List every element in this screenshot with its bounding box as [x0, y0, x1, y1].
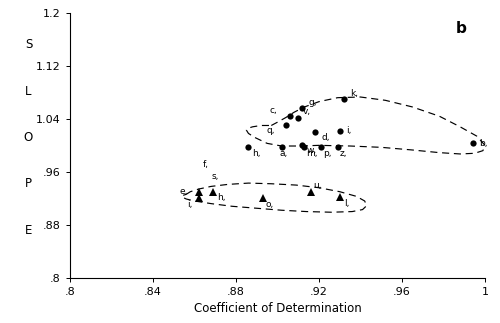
- Text: L: L: [25, 85, 32, 98]
- Text: q,: q,: [267, 126, 276, 135]
- Text: e,: e,: [180, 187, 188, 196]
- Text: h,: h,: [252, 149, 261, 158]
- Text: l,: l,: [344, 199, 350, 208]
- Text: z,: z,: [340, 149, 347, 158]
- Text: v,: v,: [302, 107, 310, 116]
- Text: S: S: [25, 38, 32, 51]
- Text: b: b: [456, 21, 467, 36]
- Text: a,: a,: [280, 149, 288, 158]
- Text: p,: p,: [323, 149, 332, 158]
- Text: b,: b,: [479, 139, 488, 148]
- Text: i,: i,: [346, 126, 352, 135]
- Text: O: O: [24, 131, 33, 144]
- Text: i,: i,: [187, 200, 192, 209]
- Text: u,: u,: [313, 181, 322, 190]
- Text: E: E: [25, 224, 32, 237]
- Text: m,: m,: [306, 149, 318, 158]
- Text: P: P: [25, 177, 32, 190]
- Text: c,: c,: [270, 106, 278, 115]
- Text: s,: s,: [211, 172, 218, 181]
- Text: g,: g,: [308, 98, 317, 107]
- Text: d,: d,: [321, 133, 330, 142]
- Text: k,: k,: [350, 89, 358, 98]
- Text: h,: h,: [218, 193, 226, 202]
- Text: w,: w,: [306, 146, 316, 155]
- X-axis label: Coefficient of Determination: Coefficient of Determination: [194, 302, 362, 315]
- Text: o,: o,: [265, 200, 274, 209]
- Text: f,: f,: [203, 160, 209, 169]
